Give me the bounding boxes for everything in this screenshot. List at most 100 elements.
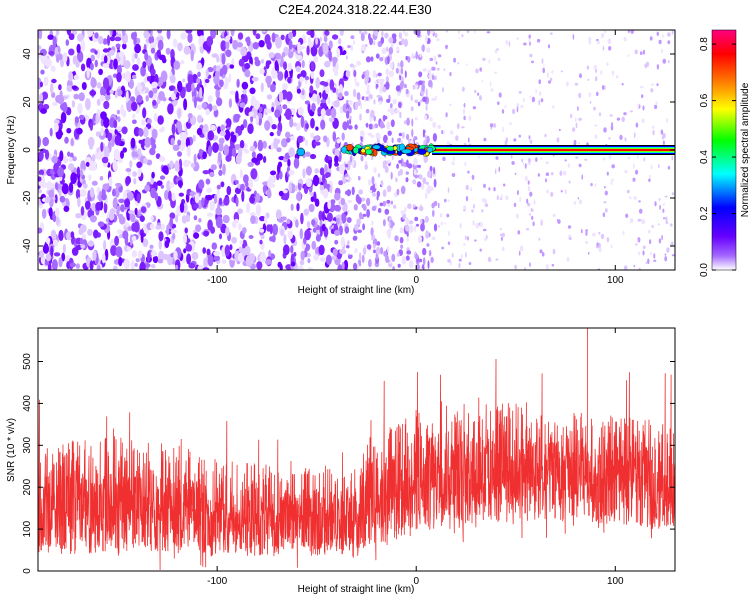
heatmap-cell (131, 52, 135, 64)
heatmap-cell (52, 234, 57, 240)
heatmap-cell (481, 80, 484, 83)
heatmap-cell (194, 193, 200, 204)
heatmap-cell (158, 239, 162, 250)
heatmap-cell (391, 33, 397, 39)
heatmap-cell (427, 79, 433, 88)
heatmap-cell (256, 261, 263, 270)
heatmap-cell (596, 40, 601, 45)
heatmap-cell (329, 79, 335, 90)
heatmap-cell (218, 30, 224, 34)
heatmap-cell (247, 123, 254, 135)
heatmap-cell (598, 247, 602, 253)
heatmap-cell (209, 200, 215, 211)
heatmap-cell (527, 157, 532, 164)
heatmap-cell (51, 259, 58, 270)
heatmap-carrier-blob (360, 148, 366, 154)
heatmap-cell (178, 192, 184, 197)
heatmap-cell (444, 198, 447, 203)
heatmap-cell (477, 155, 480, 159)
heatmap-cell (189, 191, 196, 196)
heatmap-cell (328, 117, 335, 123)
heatmap-cell (529, 139, 533, 144)
heatmap-cell (400, 80, 405, 88)
heatmap-cell (160, 184, 164, 189)
heatmap-cell (372, 70, 377, 78)
heatmap-cell (259, 228, 265, 233)
heatmap-cell (414, 216, 419, 222)
heatmap-cell (146, 76, 151, 82)
heatmap-cell (76, 50, 84, 63)
heatmap-cell (106, 34, 111, 46)
heatmap-cell (661, 234, 663, 241)
heatmap-cell (295, 55, 303, 60)
heatmap-cell (373, 40, 376, 46)
heatmap-cell (207, 95, 213, 103)
heatmap-cell (374, 30, 379, 37)
heatmap-cell (346, 217, 352, 223)
heatmap-cell (158, 54, 166, 61)
heatmap-cell (453, 156, 455, 162)
heatmap-cell (381, 30, 384, 37)
heatmap-cell (285, 108, 292, 120)
heatmap-cell (202, 267, 210, 270)
heatmap-cell (177, 123, 183, 134)
heatmap-cell (58, 188, 62, 197)
heatmap-cell (266, 94, 273, 100)
heatmap-cell (422, 247, 427, 256)
heatmap-cell (405, 55, 408, 61)
heatmap-cell (662, 208, 665, 213)
heatmap-cell (373, 249, 376, 254)
heatmap-cell (304, 139, 308, 147)
heatmap-cell (457, 62, 460, 65)
heatmap-cell (92, 250, 97, 261)
heatmap-cell (427, 30, 431, 36)
heatmap-cell (41, 208, 47, 219)
heatmap-cell (641, 118, 645, 124)
heatmap-cell (502, 232, 505, 238)
heatmap-cell (100, 127, 104, 137)
heatmap-cell (190, 162, 196, 168)
heatmap-cell (442, 156, 446, 161)
heatmap-cell (134, 207, 138, 216)
heatmap-cell (406, 250, 412, 255)
heatmap-cell (366, 83, 370, 91)
heatmap-cell (324, 60, 331, 68)
heatmap-cell (321, 223, 326, 232)
heatmap-cell (515, 213, 519, 219)
heatmap-cell (389, 103, 393, 109)
heatmap-cell (156, 180, 163, 186)
heatmap-cell (84, 200, 91, 210)
heatmap-cell (266, 78, 271, 88)
heatmap-cell (398, 101, 402, 109)
heatmap-cell (240, 47, 247, 57)
heatmap-cell (382, 200, 387, 207)
heatmap-cell (388, 70, 394, 78)
heatmap-cell (207, 254, 214, 267)
heatmap-cell (437, 54, 442, 58)
heatmap-cell (332, 87, 337, 93)
heatmap-cell (134, 43, 142, 54)
heatmap-cell (42, 244, 50, 254)
heatmap-cell (330, 107, 337, 119)
heatmap-cell (518, 250, 521, 256)
heatmap-cell (426, 135, 430, 144)
heatmap-cell (456, 123, 460, 130)
heatmap-cell (290, 135, 295, 141)
heatmap-cell (122, 230, 129, 240)
heatmap-cell (276, 129, 281, 137)
heatmap-cell (379, 120, 384, 129)
heatmap-cell (212, 105, 218, 112)
heatmap-cell (381, 47, 387, 55)
heatmap-cell (633, 132, 636, 139)
heatmap-cell (494, 71, 498, 74)
heatmap-cell (387, 130, 392, 136)
heatmap-cell (159, 175, 166, 180)
heatmap-cell (113, 265, 118, 270)
heatmap-cell (610, 125, 614, 131)
heatmap-cell (169, 217, 173, 228)
heatmap-cell (157, 115, 164, 125)
heatmap-cell (282, 189, 288, 194)
heatmap-cell (282, 244, 290, 256)
heatmap-cell (196, 77, 201, 84)
heatmap-cell (574, 82, 579, 86)
